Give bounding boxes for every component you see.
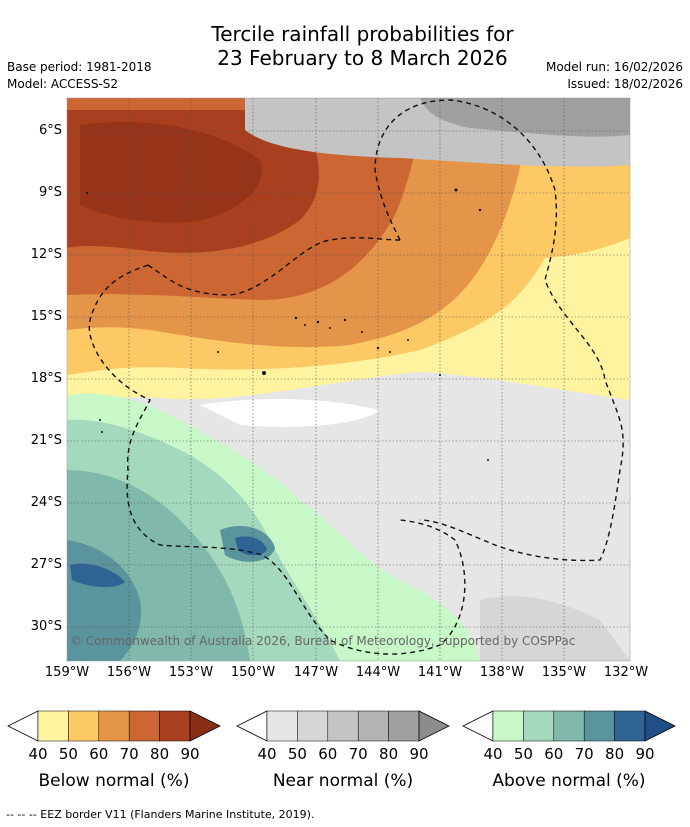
colorbar-tick-label: 80 — [605, 745, 625, 763]
colorbar-segment — [553, 710, 585, 742]
colorbar-tick-label: 50 — [287, 745, 307, 763]
colorbar-near-normal — [236, 710, 450, 742]
probability-map — [66, 97, 631, 662]
title-line-1: Tercile rainfall probabilities for — [211, 22, 514, 46]
base-period: Base period: 1981-2018 — [7, 60, 152, 74]
colorbar-tick-label: 40 — [28, 745, 48, 763]
colorbar-segment — [159, 710, 191, 742]
colorbar-tick-label: 50 — [513, 745, 533, 763]
model-name: Model: ACCESS-S2 — [7, 77, 119, 91]
colorbar-segment — [492, 710, 524, 742]
lon-tick: 153°W — [168, 665, 214, 680]
colorbar-segment — [128, 710, 160, 742]
colorbar-tick-label: 60 — [89, 745, 109, 763]
colorbar-segment — [68, 710, 100, 742]
lon-tick: 159°W — [44, 665, 90, 680]
lat-tick: 27°S — [30, 557, 62, 572]
colorbar-segment — [327, 710, 359, 742]
lon-tick: 156°W — [106, 665, 152, 680]
lat-tick: 21°S — [30, 433, 62, 448]
colorbar-tick-label: 60 — [544, 745, 564, 763]
model-run: Model run: 16/02/2026 — [545, 60, 683, 74]
colorbar-min-arrow — [236, 710, 268, 742]
colorbar-min-arrow — [462, 710, 494, 742]
colorbar-segment — [357, 710, 389, 742]
colorbar-above-normal — [462, 710, 676, 742]
colorbar-tick-label: 70 — [574, 745, 594, 763]
lat-tick: 6°S — [38, 123, 62, 138]
lon-tick: 150°W — [230, 665, 276, 680]
colorbar-segment — [614, 710, 646, 742]
colorbar-min-arrow — [7, 710, 39, 742]
graticule — [67, 98, 630, 661]
near-normal-label: Near normal (%) — [272, 771, 414, 791]
colorbar-tick-label: 90 — [180, 745, 200, 763]
lat-tick: 15°S — [30, 309, 62, 324]
colorbar-tick-label: 60 — [318, 745, 338, 763]
colorbar-tick-label: 70 — [119, 745, 139, 763]
copyright-notice: © Commonwealth of Australia 2026, Bureau… — [70, 634, 576, 648]
eez-border — [88, 99, 624, 655]
islands — [86, 188, 489, 461]
lat-tick: 18°S — [30, 371, 62, 386]
lon-tick: 135°W — [541, 665, 587, 680]
colorbar-segment — [98, 710, 130, 742]
lon-tick: 147°W — [293, 665, 339, 680]
lon-tick: 138°W — [479, 665, 525, 680]
colorbar-segment — [297, 710, 329, 742]
colorbar-max-arrow — [418, 710, 450, 742]
colorbar-max-arrow — [189, 710, 221, 742]
map-fill — [67, 98, 630, 661]
lat-tick: 9°S — [38, 185, 62, 200]
colorbar-tick-label: 40 — [257, 745, 277, 763]
colorbar-segment — [37, 710, 69, 742]
colorbar-tick-label: 50 — [58, 745, 78, 763]
colorbar-segment — [583, 710, 615, 742]
colorbar-segment — [523, 710, 555, 742]
colorbar-tick-label: 90 — [635, 745, 655, 763]
lat-tick: 12°S — [30, 247, 62, 262]
meta-left: Base period: 1981-2018 Model: ACCESS-S2 — [7, 59, 152, 93]
lon-tick: 144°W — [355, 665, 401, 680]
lon-tick: 141°W — [417, 665, 463, 680]
meta-right: Model run: 16/02/2026 Issued: 18/02/2026 — [546, 59, 683, 93]
colorbar-tick-label: 80 — [150, 745, 170, 763]
lat-tick: 24°S — [30, 495, 62, 510]
issued-date: Issued: 18/02/2026 — [567, 77, 683, 91]
lat-tick: 30°S — [30, 619, 62, 634]
colorbar-tick-label: 80 — [379, 745, 399, 763]
lon-tick: 132°W — [603, 665, 649, 680]
colorbar-tick-label: 40 — [483, 745, 503, 763]
colorbar-tick-label: 70 — [348, 745, 368, 763]
eez-legend-footer: -- -- -- EEZ border V11 (Flanders Marine… — [6, 808, 315, 821]
colorbar-tick-label: 90 — [409, 745, 429, 763]
above-normal-label: Above normal (%) — [492, 771, 646, 791]
title-line-2: 23 February to 8 March 2026 — [217, 46, 508, 70]
colorbar-below-normal — [7, 710, 221, 742]
colorbars — [7, 710, 676, 742]
colorbar-max-arrow — [644, 710, 676, 742]
below-normal-label: Below normal (%) — [38, 771, 190, 791]
colorbar-segment — [388, 710, 420, 742]
colorbar-segment — [266, 710, 298, 742]
map-title: Tercile rainfall probabilities for 23 Fe… — [0, 22, 690, 70]
